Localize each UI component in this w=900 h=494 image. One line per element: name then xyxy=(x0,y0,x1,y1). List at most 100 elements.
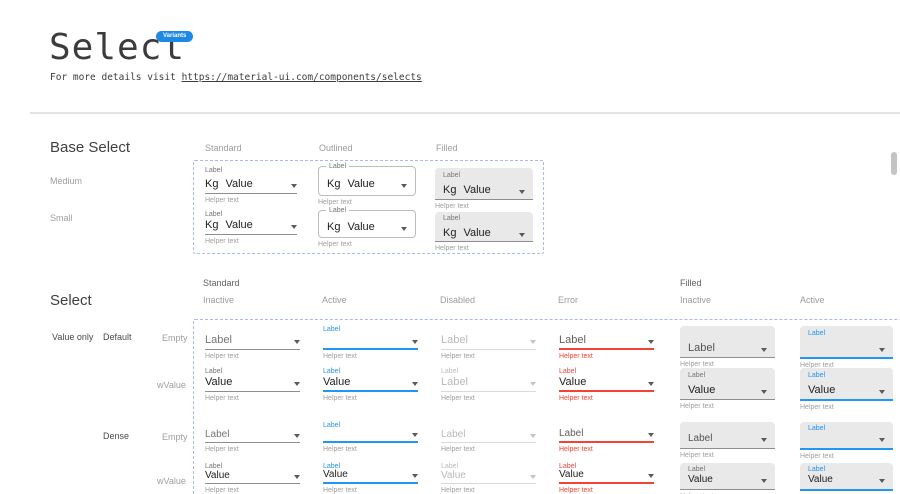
select-states-frame xyxy=(193,319,900,494)
size-dense: Dense xyxy=(103,431,130,441)
select-helper-text: Helper text xyxy=(435,245,469,252)
select-filled-inactive-wvalue[interactable]: Label Value Helper text xyxy=(680,368,775,410)
select-value: Value xyxy=(205,470,230,481)
base-col-outlined: Outlined xyxy=(319,143,353,153)
select-value-row: Kg Value xyxy=(327,175,407,190)
dropdown-caret-icon xyxy=(294,340,300,344)
select-helper-text: Helper text xyxy=(559,446,593,453)
dropdown-caret-icon xyxy=(530,475,536,479)
dropdown-caret-icon xyxy=(412,474,418,478)
variants-badge: Variants xyxy=(156,31,194,42)
select-value-row: Label xyxy=(441,429,536,443)
select-value-row: Kg Value xyxy=(443,224,525,239)
base-select-filled-medium[interactable]: Label Kg Value Helper text xyxy=(435,168,533,210)
select-value-row: Label xyxy=(205,429,300,443)
material-ui-link[interactable]: https://material-ui.com/components/selec… xyxy=(181,72,422,83)
select-value: Value xyxy=(688,474,713,485)
base-select-outlined-medium[interactable]: Label Kg Value Helper text xyxy=(318,163,416,206)
select-value: Value xyxy=(463,227,491,239)
select-resting-label: Label xyxy=(688,342,715,354)
select-filled-active-empty[interactable]: Label Helper text xyxy=(800,326,893,369)
select-value-row: Value xyxy=(205,376,300,392)
select-standard-inactive-empty[interactable]: Label Helper text xyxy=(205,325,300,360)
base-col-standard: Standard xyxy=(205,143,242,153)
select-resting-label: Label xyxy=(688,433,713,444)
select-dense-standard-inactive-wvalue[interactable]: Label Value Helper text xyxy=(205,462,300,494)
select-filled-box: Label Kg Value xyxy=(435,212,533,242)
select-floating-label: Label xyxy=(559,463,577,470)
dropdown-caret-icon xyxy=(519,233,525,237)
base-select-frame xyxy=(193,160,544,254)
select-floating-label: Label xyxy=(323,368,341,375)
select-value-row: Value xyxy=(441,470,536,484)
select-resting-label: Label xyxy=(441,429,466,440)
select-dense-filled-inactive-wvalue[interactable]: Label Value Helper text xyxy=(680,463,775,494)
select-dense-standard-inactive-empty[interactable]: Label Helper text xyxy=(205,421,300,453)
select-value-row: Kg Value xyxy=(205,176,297,194)
dropdown-caret-icon xyxy=(530,382,536,386)
select-standard-inactive-wvalue[interactable]: Label Value Helper text xyxy=(205,367,300,402)
base-row-small: Small xyxy=(50,213,73,223)
select-dense-standard-error-empty[interactable]: Label Helper text xyxy=(559,421,654,453)
select-helper-text: Helper text xyxy=(441,353,475,360)
select-helper-text: Helper text xyxy=(435,203,469,210)
select-helper-text: Helper text xyxy=(680,403,714,410)
select-helper-text: Helper text xyxy=(205,395,239,402)
select-filled-box: Label Value xyxy=(800,368,893,401)
select-standard-error-wvalue[interactable]: Label Value Helper text xyxy=(559,367,654,402)
select-value-row: Label xyxy=(559,428,654,443)
base-row-medium: Medium xyxy=(50,176,83,186)
select-helper-text: Helper text xyxy=(205,238,239,245)
col-standard-disabled: Disabled xyxy=(440,295,476,305)
select-helper-text: Helper text xyxy=(559,353,593,360)
select-filled-active-wvalue[interactable]: Label Value Helper text xyxy=(800,368,893,411)
row-group-value-only: Value only xyxy=(52,332,94,342)
select-value-row: Label xyxy=(205,334,300,350)
select-dense-standard-active-empty[interactable]: Label Helper text xyxy=(323,421,418,453)
select-value: Value xyxy=(225,178,253,190)
select-helper-text: Helper text xyxy=(318,199,352,206)
dropdown-caret-icon xyxy=(291,184,297,188)
select-standard-active-wvalue[interactable]: Label Value Helper text xyxy=(323,367,418,402)
select-value-row: Value xyxy=(323,376,418,392)
dropdown-caret-icon xyxy=(761,390,767,394)
select-standard-error-empty[interactable]: Label Helper text xyxy=(559,325,654,360)
dropdown-caret-icon xyxy=(401,227,407,231)
select-value-row: Label xyxy=(441,376,536,392)
dropdown-caret-icon xyxy=(761,479,767,483)
select-floating-label: Label xyxy=(441,463,459,470)
base-select-standard-medium[interactable]: Label Kg Value Helper text xyxy=(205,166,297,204)
select-dense-filled-active-wvalue[interactable]: Label Value Helper text xyxy=(800,463,893,494)
select-helper-text: Helper text xyxy=(205,197,239,204)
select-dense-standard-error-wvalue[interactable]: Label Value Helper text xyxy=(559,462,654,494)
select-floating-label: Label xyxy=(559,368,577,375)
select-value-row: Value xyxy=(559,469,654,484)
group-standard: Standard xyxy=(203,278,240,288)
select-value-row: Kg Value xyxy=(443,181,525,196)
details-text: For more details visit xyxy=(50,72,182,83)
select-helper-text: Helper text xyxy=(441,446,475,453)
select-helper-text: Helper text xyxy=(205,487,239,494)
select-value: Value xyxy=(347,221,375,233)
base-select-filled-small[interactable]: Label Kg Value Helper text xyxy=(435,212,533,252)
base-col-filled: Filled xyxy=(436,143,458,153)
vertical-scrollbar-thumb[interactable] xyxy=(891,152,897,175)
base-select-outlined-small[interactable]: Label Kg Value Helper text xyxy=(318,207,416,248)
select-adornment: Kg xyxy=(443,227,457,239)
select-standard-disabled-wvalue: Label Label Helper text xyxy=(441,367,536,402)
select-dense-filled-active-empty[interactable]: Label Helper text xyxy=(800,422,893,460)
row-dense-wvalue: wValue xyxy=(157,476,186,486)
select-value: Label xyxy=(441,376,468,388)
select-floating-label: Label xyxy=(808,372,826,379)
select-dense-standard-active-wvalue[interactable]: Label Value Helper text xyxy=(323,462,418,494)
select-resting-label: Label xyxy=(559,334,586,346)
select-value: Value xyxy=(688,384,716,396)
select-standard-active-empty[interactable]: Label Helper text xyxy=(323,325,418,360)
base-select-standard-small[interactable]: Label Kg Value Helper text xyxy=(205,210,297,245)
select-floating-label: Label xyxy=(688,372,706,379)
select-resting-label: Label xyxy=(205,429,230,440)
select-filled-inactive-empty[interactable]: Label Helper text xyxy=(680,326,775,368)
row-dense-empty: Empty xyxy=(162,432,188,442)
select-dense-filled-inactive-empty[interactable]: Label Helper text xyxy=(680,422,775,459)
